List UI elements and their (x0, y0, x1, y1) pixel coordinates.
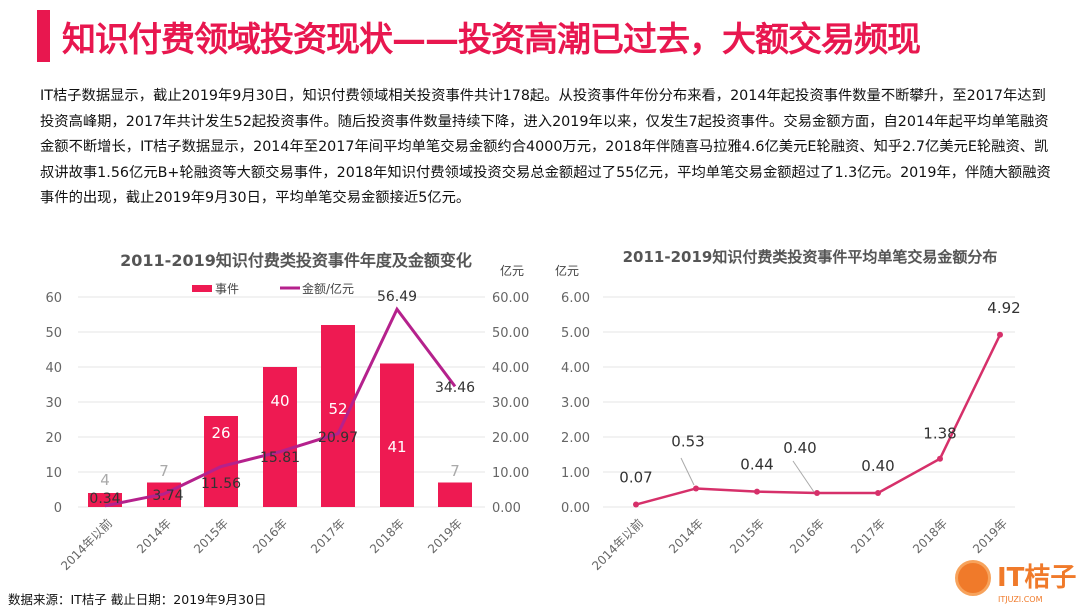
chart2-point-label: 4.92 (987, 299, 1020, 317)
chart1-line-label: 0.34 (89, 491, 120, 507)
chart1-line-label: 3.74 (152, 488, 183, 504)
chart2-title: 2011-2019知识付费类投资事件平均单笔交易金额分布 (623, 248, 998, 266)
chart1-x-label: 2014年以前 (57, 516, 115, 574)
chart1-amount-line (104, 306, 457, 508)
chart1-title: 2011-2019知识付费类投资事件年度及金额变化 (120, 251, 472, 270)
title-accent-bar (37, 10, 50, 62)
chart1-bar-label: 7 (159, 462, 169, 480)
chart1-bar-label: 41 (387, 438, 406, 456)
chart2-point-label: 0.53 (671, 432, 704, 450)
chart1-bar-label: 26 (211, 424, 230, 442)
chart1-line-label: 11.56 (201, 476, 241, 492)
chart2-x-label: 2017年 (848, 516, 888, 556)
chart1-left-tick: 40 (45, 361, 62, 376)
chart1-line-label: 56.49 (377, 289, 417, 305)
chart2-point-label: 0.07 (619, 469, 652, 487)
chart2-y-tick: 1.00 (561, 466, 590, 481)
chart1-bar (380, 363, 414, 507)
chart2-point (693, 485, 699, 492)
chart1-x-label: 2018年 (367, 516, 407, 556)
chart1-left-tick: 60 (45, 291, 62, 306)
chart1-bar (438, 482, 472, 507)
chart2-point (633, 501, 639, 508)
chart2-point (814, 490, 820, 496)
chart1-bar-label: 4 (100, 471, 110, 489)
chart1-x-label: 2017年 (308, 516, 348, 556)
chart2-x-label: 2015年 (727, 516, 767, 556)
legend-line-label: 金额/亿元 (302, 281, 354, 296)
chart1-line-label: 15.81 (260, 450, 300, 466)
data-source: 数据来源：IT桔子 截止日期：2019年9月30日 (8, 592, 267, 607)
chart1-bar (204, 416, 238, 507)
chart2-y-tick: 3.00 (561, 396, 590, 411)
chart1-right-tick: 0.00 (492, 501, 521, 516)
chart2-unit: 亿元 (555, 263, 579, 278)
chart1-line-label: 20.97 (318, 430, 358, 446)
chart1-right-tick: 20.00 (492, 431, 529, 446)
chart1-right-tick: 50.00 (492, 326, 529, 341)
chart2-x-label: 2016年 (787, 516, 827, 556)
legend-bar-swatch (192, 285, 212, 292)
chart2-leader-line (680, 457, 695, 486)
chart1-right-unit: 亿元 (500, 263, 524, 278)
chart2-y-tick: 0.00 (561, 501, 590, 516)
chart2-point (937, 455, 943, 462)
chart1-right-tick: 60.00 (492, 291, 529, 306)
chart1-right-tick: 10.00 (492, 466, 529, 481)
chart2-point-label: 0.44 (740, 456, 773, 474)
chart1-bar-label: 52 (328, 400, 347, 418)
summary-paragraph: IT桔子数据显示，截止2019年9月30日，知识付费领域相关投资事件共计178起… (40, 88, 1051, 206)
logo-text: IT桔子 (997, 563, 1077, 593)
chart2-y-tick: 5.00 (561, 326, 590, 341)
chart1-right-tick: 30.00 (492, 396, 529, 411)
chart1-left-tick: 20 (45, 431, 62, 446)
chart2-leader-line (792, 460, 815, 493)
chart1-x-label: 2015年 (191, 516, 231, 556)
chart1-left-tick: 30 (45, 396, 62, 411)
legend-bar-label: 事件 (215, 282, 239, 296)
chart2-x-label: 2014年 (666, 516, 706, 556)
chart1-left-tick: 10 (45, 466, 62, 481)
orange-logo-icon (955, 560, 991, 596)
chart1-left-tick: 50 (45, 326, 62, 341)
chart2-x-label: 2019年 (970, 516, 1010, 556)
chart1-bar-label: 7 (450, 462, 460, 480)
chart2-point-label: 1.38 (923, 425, 956, 443)
chart2-point-label: 0.40 (861, 457, 894, 475)
chart2-y-tick: 2.00 (561, 431, 590, 446)
itjuzi-logo: IT桔子 (955, 560, 1076, 596)
chart2-point (997, 331, 1003, 338)
chart2-point (754, 488, 760, 495)
chart2-x-label: 2014年以前 (588, 516, 646, 574)
chart1-right-tick: 40.00 (492, 361, 529, 376)
chart1-x-label: 2016年 (250, 516, 290, 556)
chart1-left-tick: 0 (54, 501, 62, 516)
chart1-x-label: 2014年 (134, 516, 174, 556)
chart2-point (875, 490, 881, 496)
chart2-y-tick: 6.00 (561, 291, 590, 306)
chart1-line-label: 34.46 (435, 380, 475, 396)
chart2-point-label: 0.40 (783, 439, 816, 457)
page-title: 知识付费领域投资现状——投资高潮已过去，大额交易频现 (62, 20, 921, 60)
chart1-bar-label: 40 (270, 392, 289, 410)
chart1-bar (263, 367, 297, 507)
chart2-y-tick: 4.00 (561, 361, 590, 376)
chart2-x-label: 2018年 (910, 516, 950, 556)
logo-subtext: ITJUZI.COM (998, 595, 1043, 604)
chart1-bar (321, 325, 355, 507)
chart1-x-label: 2019年 (425, 516, 465, 556)
